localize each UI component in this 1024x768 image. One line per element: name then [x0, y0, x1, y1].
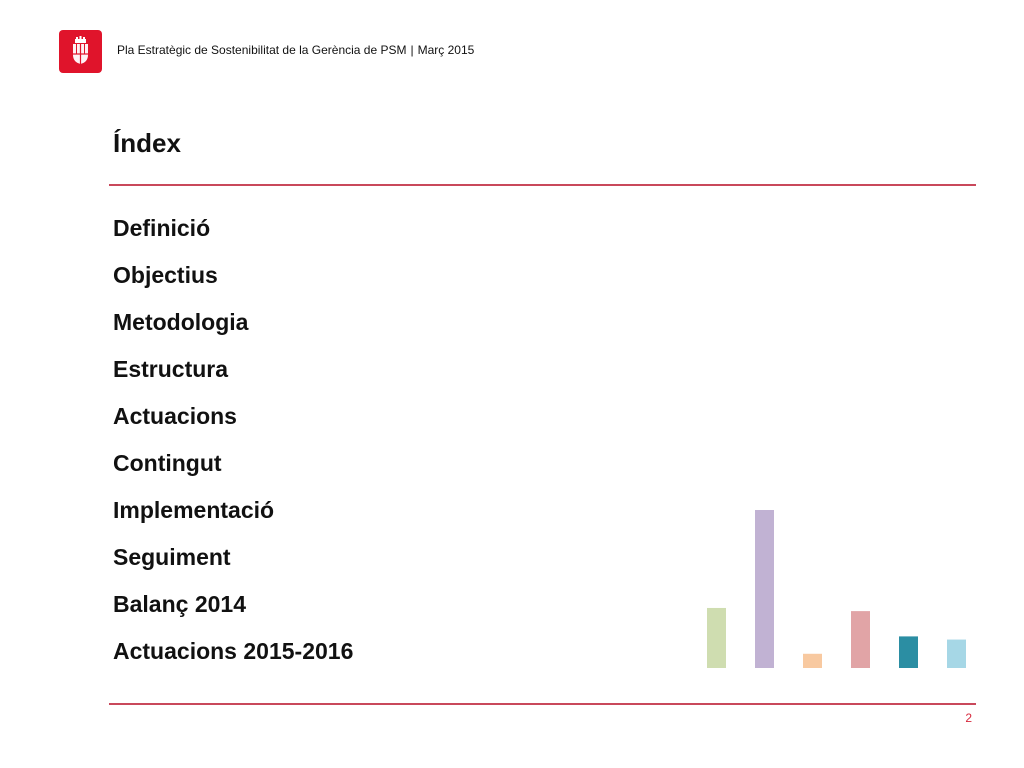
- index-item-contingut: Contingut: [113, 450, 222, 476]
- index-item-objectius: Objectius: [113, 262, 218, 288]
- decorative-bar-1: [707, 607, 726, 668]
- index-item-actuacions: Actuacions: [113, 403, 237, 429]
- header-separator: |: [410, 43, 414, 57]
- logo: [59, 30, 102, 73]
- title-divider: [109, 184, 976, 186]
- barcelona-coat-of-arms-icon: [73, 36, 88, 64]
- decorative-bar-5: [899, 636, 918, 668]
- index-list: Definició Objectius Metodologia Estructu…: [113, 211, 353, 681]
- index-item-balanc-2014: Balanç 2014: [113, 591, 246, 617]
- header-date: Març 2015: [417, 43, 475, 57]
- page-number: 2: [965, 711, 972, 725]
- slide-title: Índex: [113, 128, 181, 158]
- decorative-bar-6: [947, 639, 966, 668]
- index-item-implementacio: Implementació: [113, 497, 275, 523]
- decorative-bars: [707, 510, 966, 668]
- footer-divider: [109, 703, 976, 705]
- index-item-metodologia: Metodologia: [113, 309, 249, 335]
- decorative-bar-3: [803, 653, 822, 668]
- decorative-bar-2: [755, 510, 774, 668]
- index-item-actuacions-2015-2016: Actuacions 2015-2016: [113, 638, 354, 664]
- document-title: Pla Estratègic de Sostenibilitat de la G…: [117, 43, 407, 57]
- decorative-bar-4: [851, 611, 870, 668]
- index-item-definicio: Definició: [113, 215, 211, 241]
- header-title: Pla Estratègic de Sostenibilitat de la G…: [117, 43, 474, 57]
- index-item-estructura: Estructura: [113, 356, 229, 382]
- index-item-seguiment: Seguiment: [113, 544, 231, 570]
